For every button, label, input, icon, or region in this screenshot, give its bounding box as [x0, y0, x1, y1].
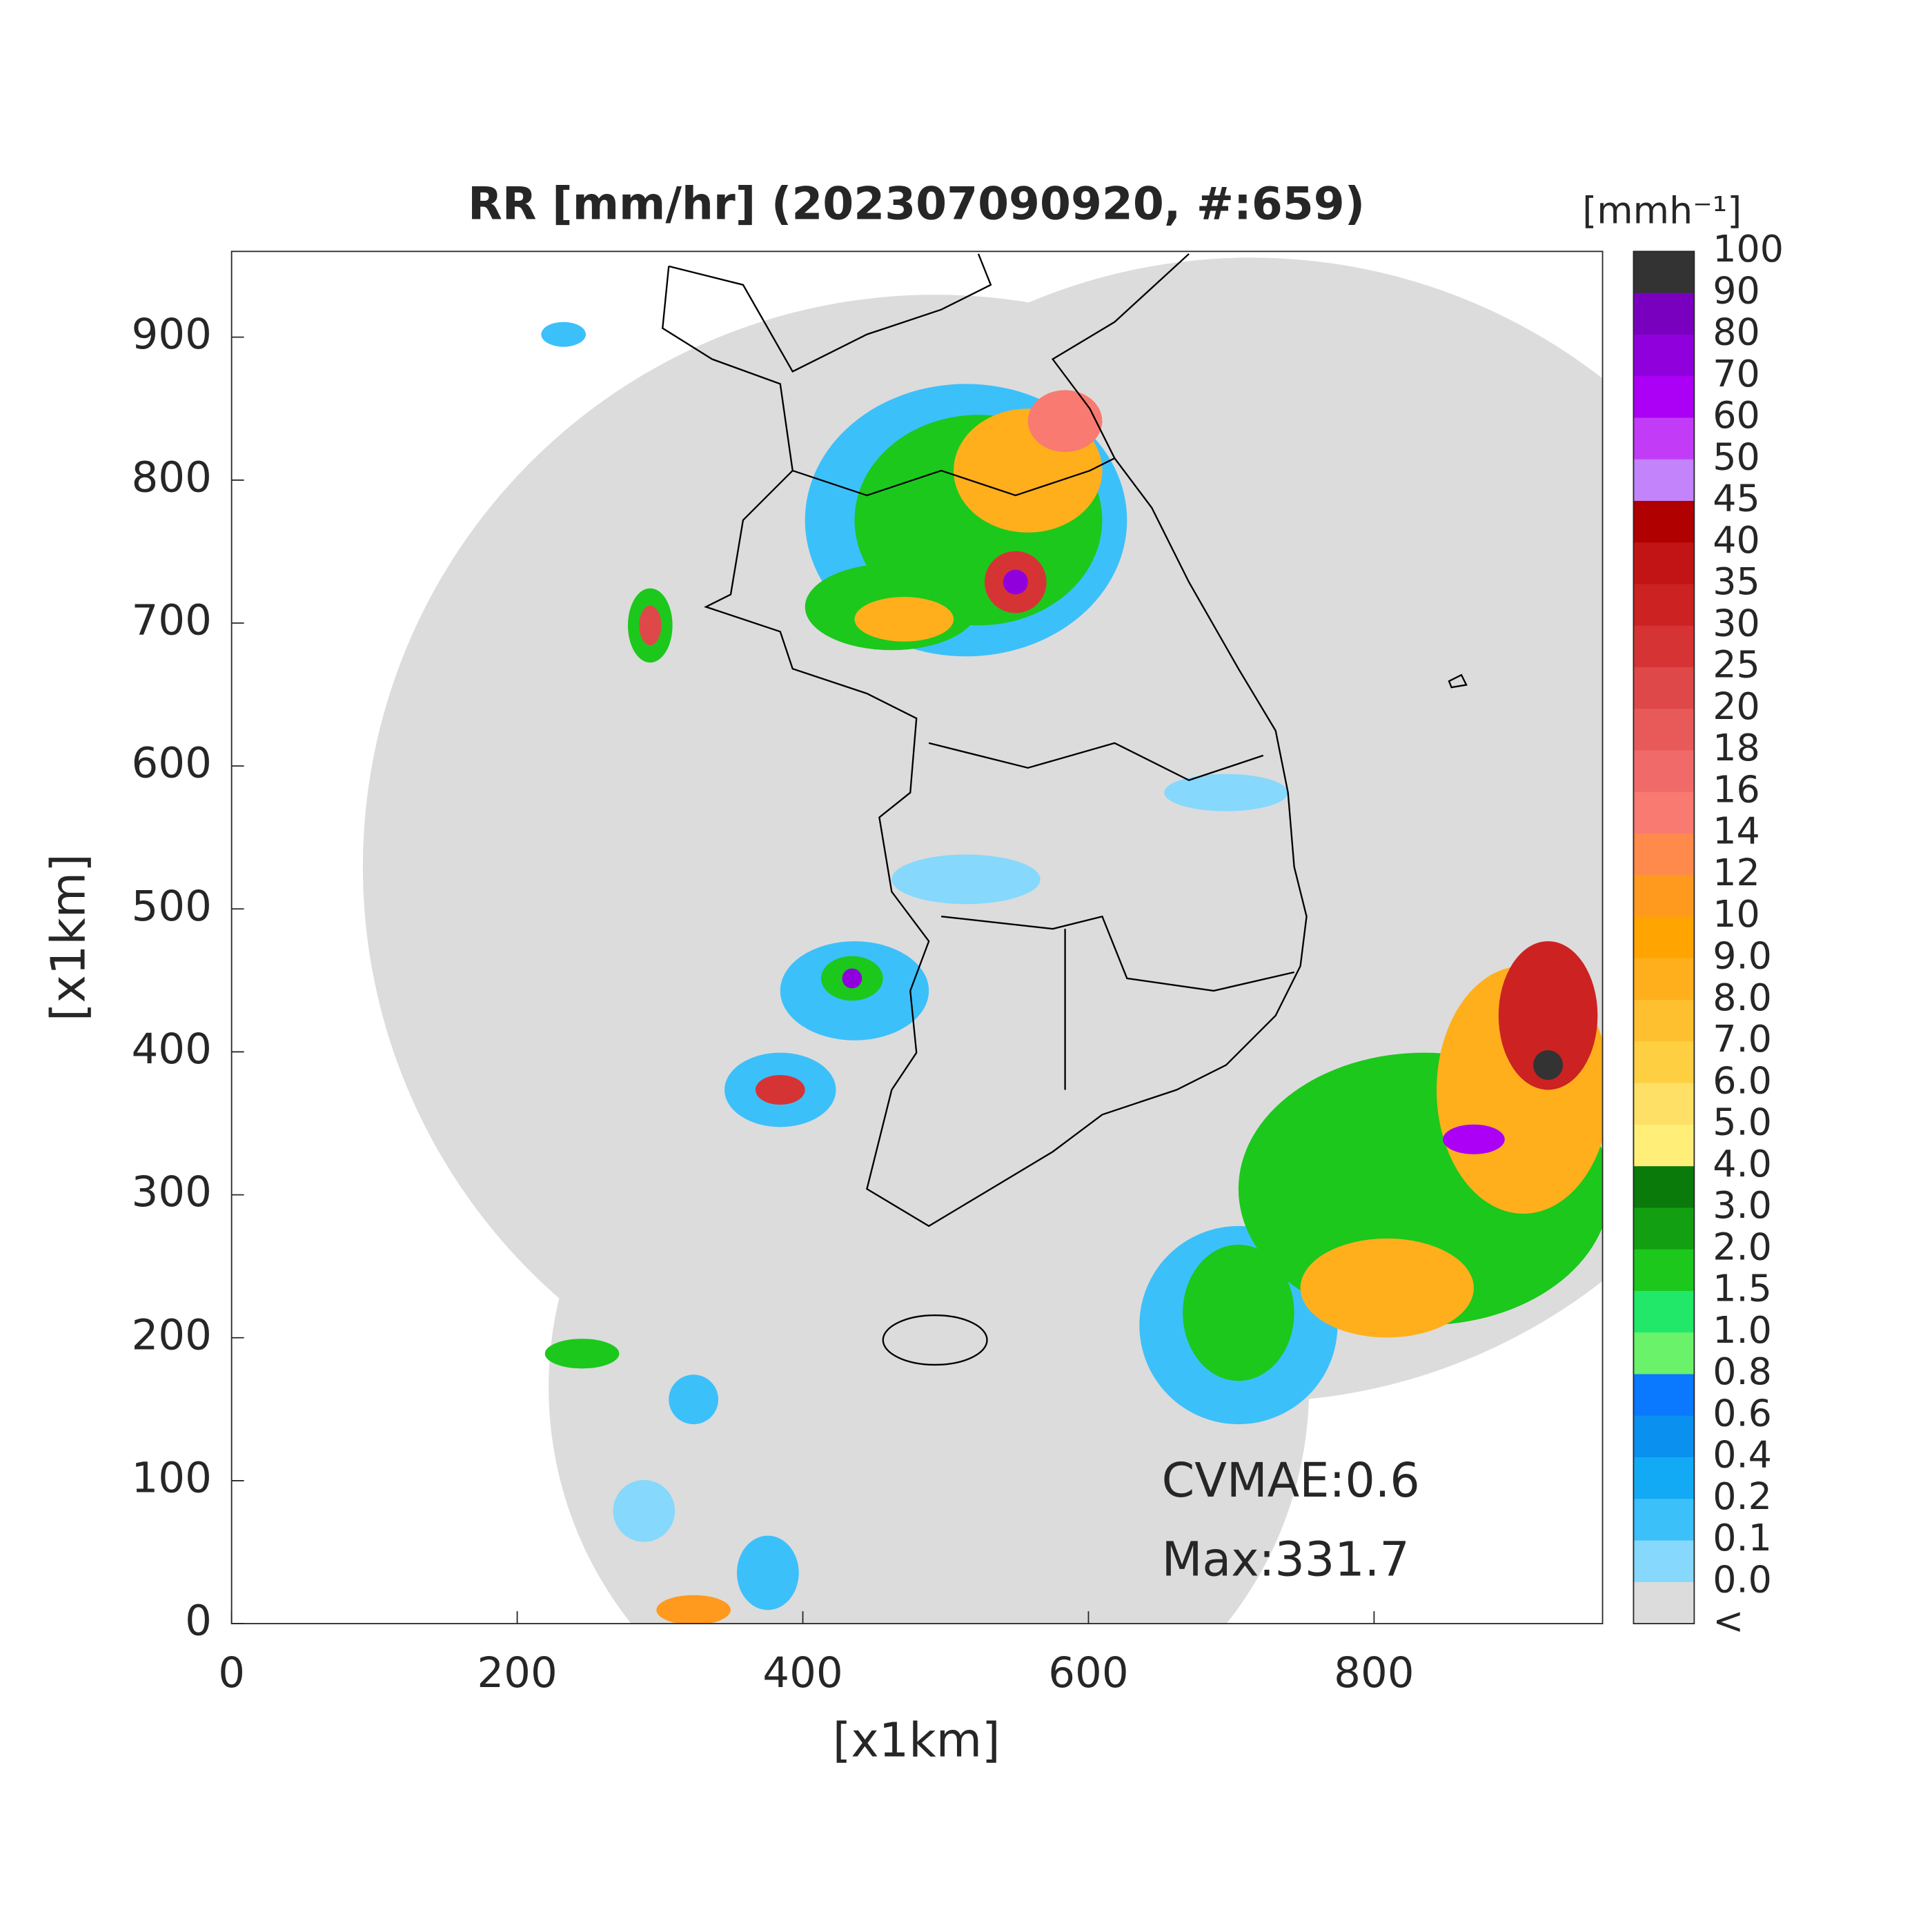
colorbar-label: 1.0	[1713, 1308, 1772, 1352]
colorbar-label: 10	[1713, 892, 1760, 936]
colorbar-bin	[1633, 667, 1695, 710]
colorbar-label: 45	[1713, 477, 1760, 520]
y-tick-label: 0	[185, 1597, 212, 1646]
colorbar-bin	[1633, 1581, 1695, 1624]
colorbar-bin	[1633, 542, 1695, 585]
colorbar-label: 60	[1713, 393, 1760, 437]
colorbar-bin	[1633, 459, 1695, 502]
radar-map	[362, 253, 1603, 1624]
colorbar-label: 0.1	[1713, 1516, 1772, 1559]
colorbar-label: 1.5	[1713, 1267, 1772, 1310]
colorbar-label: 40	[1713, 518, 1760, 562]
colorbar-bin	[1633, 251, 1695, 294]
colorbar-bin	[1633, 1457, 1695, 1500]
coastline	[662, 253, 1468, 1366]
colorbar-label: 80	[1713, 310, 1760, 354]
colorbar-label: 90	[1713, 268, 1760, 312]
plot-frame	[230, 250, 1604, 1624]
colorbar-label: 20	[1713, 684, 1760, 728]
colorbar-bin	[1633, 958, 1695, 1001]
colorbar-bin	[1633, 1374, 1695, 1417]
colorbar-label: 100	[1713, 227, 1784, 270]
y-tick-label: 400	[131, 1025, 211, 1074]
colorbar-bin	[1633, 875, 1695, 918]
y-tick-label: 100	[131, 1454, 211, 1503]
colorbar-bin	[1633, 625, 1695, 668]
colorbar-bin	[1633, 916, 1695, 959]
colorbar-label: 5.0	[1713, 1101, 1772, 1144]
colorbar-label: 18	[1713, 726, 1760, 769]
colorbar-label: 50	[1713, 435, 1760, 478]
colorbar-label: 4.0	[1713, 1142, 1772, 1185]
y-tick-label: 700	[131, 596, 211, 645]
colorbar-label: 0.2	[1713, 1475, 1772, 1518]
colorbar-label: <	[1713, 1599, 1744, 1643]
colorbar-label: 12	[1713, 851, 1760, 894]
colorbar-bin	[1633, 791, 1695, 834]
chart-title: RR [mm/hr] (202307090920, #:659)	[468, 178, 1365, 230]
y-tick-label: 600	[131, 739, 211, 788]
colorbar-label: 2.0	[1713, 1225, 1772, 1268]
colorbar-label: 0.4	[1713, 1433, 1772, 1477]
colorbar-label: 3.0	[1713, 1183, 1772, 1227]
colorbar-label: 70	[1713, 352, 1760, 395]
precipitation	[541, 322, 1603, 1624]
colorbar-label: 35	[1713, 560, 1760, 603]
colorbar-bin	[1633, 1290, 1695, 1334]
annotation: CVMAE:0.6	[1162, 1454, 1420, 1508]
colorbar-bin	[1633, 709, 1695, 751]
y-axis-label: [x1km]	[42, 854, 97, 1021]
colorbar-label: 8.0	[1713, 976, 1772, 1019]
colorbar-bin	[1633, 500, 1695, 544]
y-tick-label: 500	[131, 882, 211, 931]
colorbar-label: 25	[1713, 643, 1760, 687]
colorbar-bin	[1633, 1332, 1695, 1375]
y-tick-label: 300	[131, 1167, 211, 1216]
colorbar-label: 0.0	[1713, 1557, 1772, 1601]
colorbar-label: 14	[1713, 809, 1760, 853]
y-tick-label: 900	[131, 310, 211, 359]
colorbar-title: [mmh⁻¹]	[1582, 188, 1742, 232]
colorbar-frame	[1633, 250, 1695, 1624]
colorbar-bin	[1633, 417, 1695, 460]
x-tick-label: 600	[1048, 1648, 1128, 1697]
y-tick-label: 200	[131, 1310, 211, 1359]
colorbar-label: 9.0	[1713, 934, 1772, 977]
colorbar-label: 6.0	[1713, 1058, 1772, 1102]
annotation: Max:331.7	[1162, 1533, 1410, 1588]
colorbar-label: 0.6	[1713, 1391, 1772, 1435]
colorbar-label: 30	[1713, 601, 1760, 644]
colorbar-bin	[1633, 584, 1695, 627]
colorbar-bin	[1633, 1540, 1695, 1583]
colorbar-bin	[1633, 334, 1695, 377]
colorbar-label: 7.0	[1713, 1017, 1772, 1061]
colorbar-bin	[1633, 1208, 1695, 1250]
colorbar-bin	[1633, 376, 1695, 419]
colorbar-bin	[1633, 1166, 1695, 1209]
colorbar-bin	[1633, 1083, 1695, 1125]
colorbar-bin	[1633, 1499, 1695, 1541]
colorbar-bin	[1633, 834, 1695, 876]
colorbar-bin	[1633, 293, 1695, 335]
x-tick-label: 0	[218, 1648, 245, 1697]
colorbar-bin	[1633, 1249, 1695, 1292]
colorbar-bin	[1633, 1041, 1695, 1084]
colorbar-bin	[1633, 1000, 1695, 1043]
colorbar-label: 16	[1713, 767, 1760, 811]
x-tick-label: 200	[477, 1648, 557, 1697]
colorbar-label: 0.8	[1713, 1350, 1772, 1393]
colorbar-bin	[1633, 1415, 1695, 1458]
colorbar-bin	[1633, 1124, 1695, 1167]
colorbar-bin	[1633, 750, 1695, 793]
x-tick-label: 400	[762, 1648, 842, 1697]
x-axis-label: [x1km]	[833, 1714, 1000, 1768]
y-tick-label: 800	[131, 453, 211, 502]
x-tick-label: 800	[1334, 1648, 1414, 1697]
